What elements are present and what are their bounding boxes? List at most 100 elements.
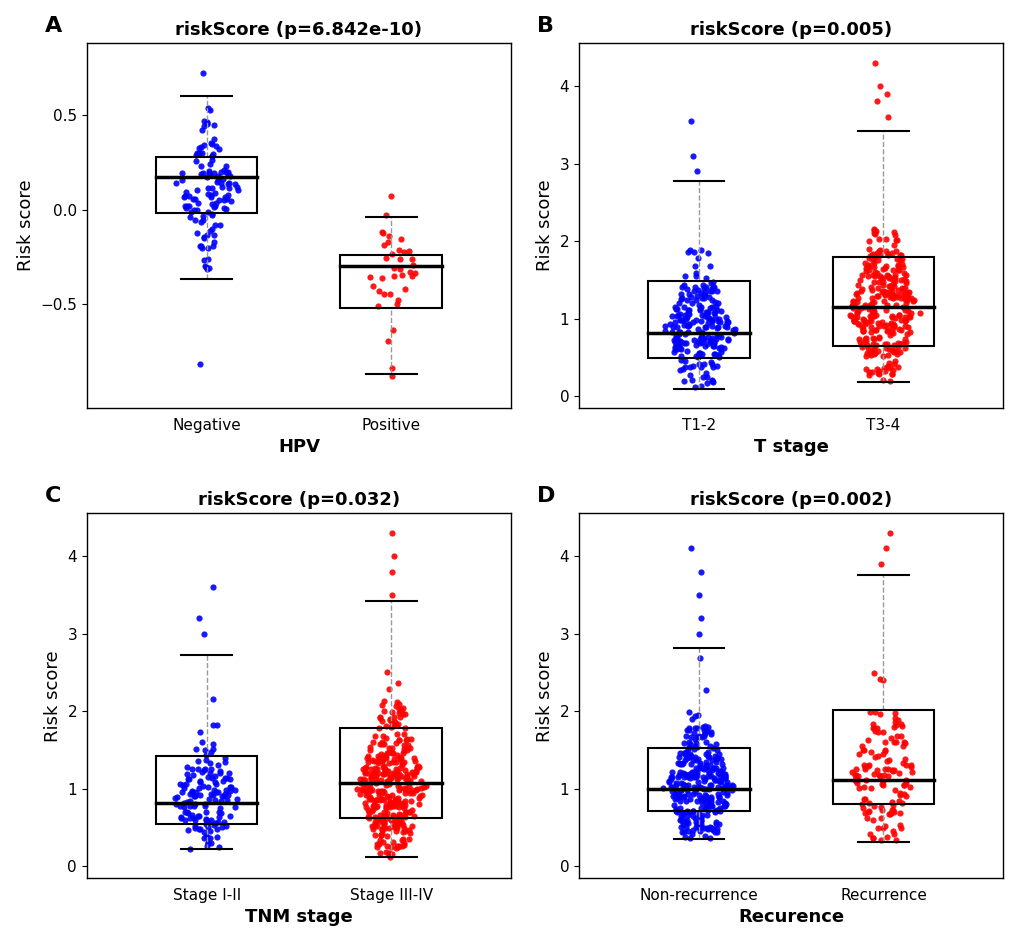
Point xyxy=(685,753,701,768)
Point xyxy=(370,755,386,770)
Point xyxy=(699,329,715,344)
Point xyxy=(385,549,401,564)
Point xyxy=(381,713,397,728)
Point xyxy=(396,835,413,851)
Point xyxy=(857,261,873,276)
Point xyxy=(681,736,697,752)
Point xyxy=(718,787,735,802)
Point xyxy=(377,763,393,778)
Point xyxy=(395,737,412,753)
Point xyxy=(396,282,413,297)
Point xyxy=(868,720,884,736)
Point xyxy=(715,799,732,814)
Point xyxy=(380,776,396,791)
Point xyxy=(205,146,221,161)
Point xyxy=(859,269,875,284)
Point xyxy=(365,798,381,813)
Point xyxy=(846,310,862,325)
Point xyxy=(845,313,861,328)
Point xyxy=(876,260,893,275)
Point xyxy=(215,815,231,830)
Point xyxy=(395,727,412,742)
Point xyxy=(679,767,695,782)
Point xyxy=(887,233,903,248)
Point xyxy=(884,318,901,333)
Point xyxy=(395,743,412,758)
Point xyxy=(384,798,400,813)
Point xyxy=(356,766,372,781)
Point xyxy=(848,309,864,324)
Point xyxy=(673,804,689,819)
Point xyxy=(370,750,386,765)
Point xyxy=(371,736,387,752)
Point xyxy=(185,203,202,218)
Point xyxy=(706,346,722,361)
Point xyxy=(404,802,420,818)
Point xyxy=(688,768,704,783)
Point xyxy=(685,769,701,785)
Point xyxy=(869,820,886,835)
Point xyxy=(697,781,713,796)
Point xyxy=(363,783,379,798)
Point xyxy=(389,764,406,779)
Point xyxy=(384,740,400,755)
Point xyxy=(887,710,903,725)
Point xyxy=(403,793,419,808)
Point xyxy=(897,280,913,295)
Point xyxy=(211,804,227,819)
Point xyxy=(392,761,409,776)
Point xyxy=(369,836,385,852)
Point xyxy=(196,799,212,814)
Point xyxy=(383,745,399,760)
Point xyxy=(689,349,705,364)
Point xyxy=(879,358,896,373)
Point xyxy=(381,228,397,243)
Point xyxy=(862,311,878,326)
Point xyxy=(378,810,394,825)
Point xyxy=(370,283,386,298)
Point xyxy=(879,271,896,286)
Point xyxy=(874,673,891,688)
Point xyxy=(685,742,701,757)
Point xyxy=(891,818,907,833)
Point xyxy=(707,754,723,769)
Point xyxy=(863,720,879,736)
Point xyxy=(715,795,732,810)
Point xyxy=(666,802,683,818)
Point xyxy=(677,729,693,744)
Point xyxy=(200,101,216,116)
Point xyxy=(896,735,912,750)
Point xyxy=(674,805,690,820)
Point xyxy=(378,665,394,680)
Point xyxy=(663,765,680,780)
Point xyxy=(399,783,416,798)
Point xyxy=(860,234,876,249)
Point xyxy=(413,773,429,788)
Point xyxy=(854,323,870,339)
Point xyxy=(859,804,875,819)
Point xyxy=(202,762,218,777)
Point xyxy=(390,705,407,720)
Point xyxy=(674,290,690,306)
Point xyxy=(700,749,716,764)
Point xyxy=(200,205,216,220)
Point xyxy=(867,289,883,304)
Point xyxy=(856,806,872,821)
Point xyxy=(684,295,700,310)
Point xyxy=(883,367,900,382)
Point xyxy=(702,820,718,835)
Point xyxy=(222,779,238,794)
Point xyxy=(180,771,197,786)
Point xyxy=(398,768,415,783)
Point xyxy=(205,818,221,833)
Point xyxy=(711,341,728,356)
Point xyxy=(872,556,889,571)
Point xyxy=(698,369,714,384)
Point xyxy=(876,340,893,356)
Point xyxy=(374,784,390,799)
Point xyxy=(873,372,890,388)
Point xyxy=(702,724,718,739)
Point xyxy=(390,838,407,853)
Point xyxy=(368,792,384,807)
Point xyxy=(865,304,881,319)
